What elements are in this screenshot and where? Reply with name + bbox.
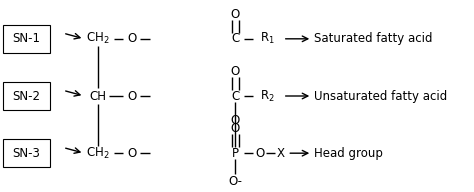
Text: O: O — [127, 147, 136, 160]
Text: SN-3: SN-3 — [13, 147, 41, 160]
Text: O: O — [127, 32, 136, 45]
Text: O: O — [255, 147, 265, 160]
Text: O-: O- — [228, 175, 242, 188]
FancyBboxPatch shape — [3, 139, 50, 167]
Text: O: O — [231, 114, 240, 127]
Text: Unsaturated fatty acid: Unsaturated fatty acid — [314, 89, 447, 103]
FancyBboxPatch shape — [3, 82, 50, 110]
Text: SN-2: SN-2 — [13, 89, 41, 103]
Text: O: O — [127, 89, 136, 103]
Text: O: O — [231, 7, 240, 21]
Text: C: C — [231, 32, 239, 45]
Text: P: P — [232, 147, 239, 160]
Text: O: O — [231, 122, 240, 135]
Text: Saturated fatty acid: Saturated fatty acid — [314, 32, 433, 45]
Text: SN-1: SN-1 — [13, 32, 41, 45]
Text: CH$_2$: CH$_2$ — [86, 146, 109, 161]
Text: CH: CH — [89, 89, 106, 103]
Text: R$_2$: R$_2$ — [260, 89, 275, 103]
Text: O: O — [231, 65, 240, 78]
Text: CH$_2$: CH$_2$ — [86, 31, 109, 46]
Text: Head group: Head group — [314, 147, 383, 160]
Text: R$_1$: R$_1$ — [260, 31, 275, 46]
Text: C: C — [231, 89, 239, 103]
Text: X: X — [276, 147, 284, 160]
FancyBboxPatch shape — [3, 25, 50, 53]
